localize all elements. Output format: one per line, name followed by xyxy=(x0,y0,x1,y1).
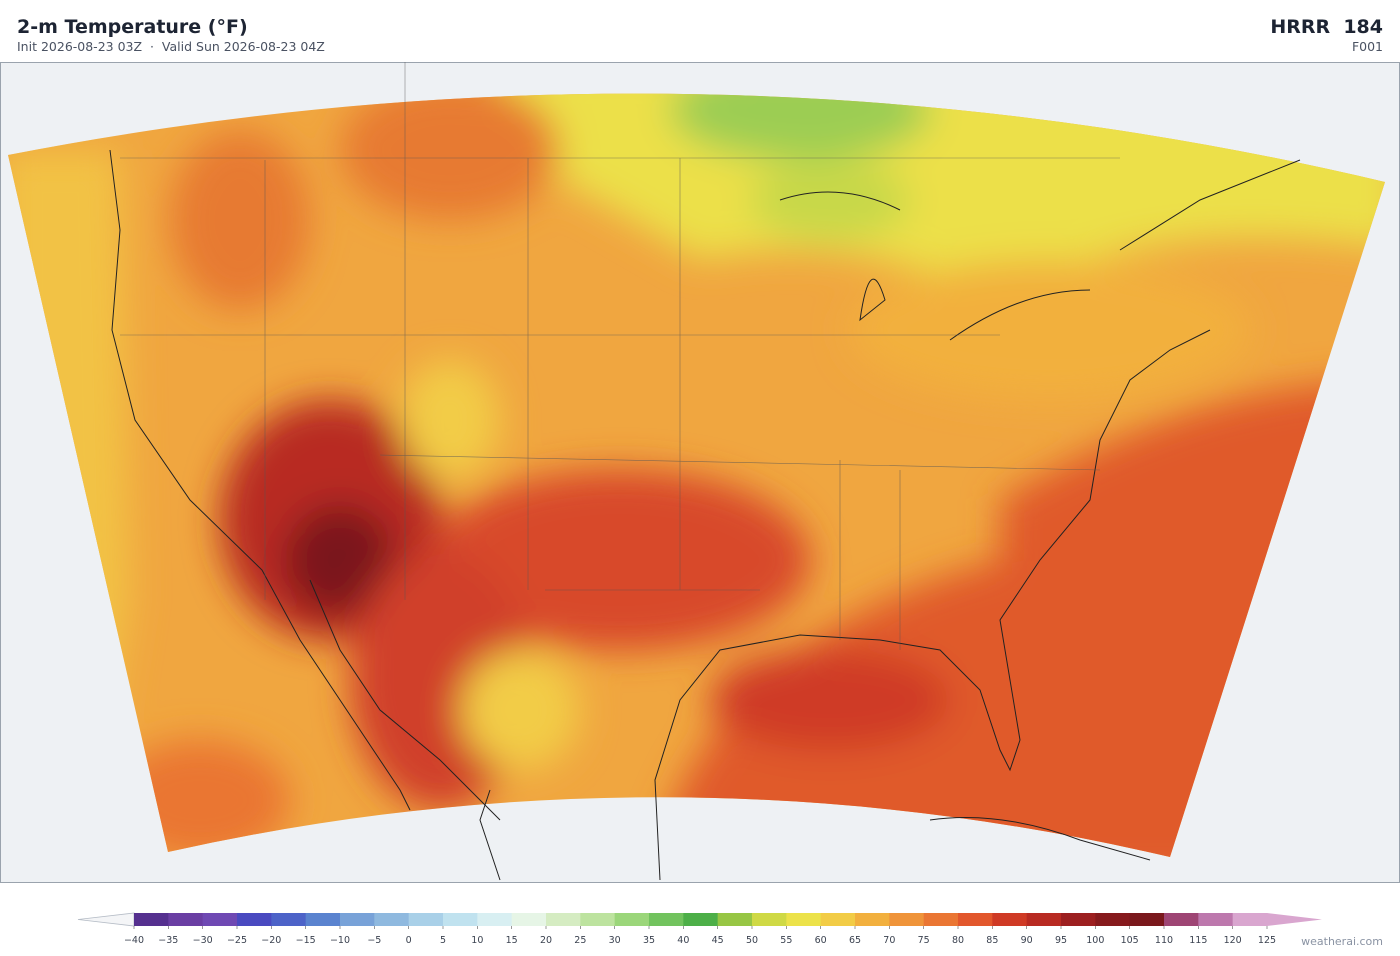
colorbar-segment xyxy=(305,913,341,926)
colorbar-segment xyxy=(992,913,1028,926)
colorbar-segment xyxy=(820,913,856,926)
colorbar-tick-label: 45 xyxy=(712,935,724,946)
colorbar-tick-label: 40 xyxy=(677,935,689,946)
colorbar-segment xyxy=(649,913,684,926)
colorbar-segment xyxy=(786,913,822,926)
colorbar-extend-high xyxy=(1267,913,1322,926)
colorbar-tick-label: 90 xyxy=(1021,935,1033,946)
colorbar-segment xyxy=(511,913,547,926)
colorbar-tick-label: −35 xyxy=(158,935,178,946)
colorbar-tick-label: −25 xyxy=(227,935,247,946)
colorbar-tick-label: 80 xyxy=(952,935,964,946)
colorbar-tick-label: 95 xyxy=(1055,935,1067,946)
colorbar-segment xyxy=(1129,913,1165,926)
colorbar-segment xyxy=(546,913,581,926)
colorbar: −40 −35 −30 −25 −20 −15 −10 −5 0 5 10 15 20 25 30 35 40 4… xyxy=(77,912,1322,946)
colorbar-segment xyxy=(580,913,616,926)
colorbar-tick-label: −40 xyxy=(124,935,144,946)
colorbar-segment xyxy=(1061,913,1096,926)
borders xyxy=(120,62,1120,650)
colorbar-tick-label: 5 xyxy=(440,935,446,946)
colorbar-tick-label: 105 xyxy=(1121,935,1139,946)
forecast-hour: F001 xyxy=(1351,39,1383,54)
colorbar-tick-label: 120 xyxy=(1224,935,1242,946)
colorbar-segment xyxy=(958,913,993,926)
colorbar-tick-label: 125 xyxy=(1258,935,1276,946)
colorbar-segment xyxy=(477,913,513,926)
colorbar-segment xyxy=(340,913,375,926)
map-title: 2-m Temperature (°F) xyxy=(17,16,248,38)
colorbar-tick-label: 25 xyxy=(574,935,586,946)
colorbar-segment xyxy=(1232,913,1268,926)
colorbar-tick-label: 115 xyxy=(1189,935,1207,946)
colorbar-extend-low xyxy=(77,912,135,927)
colorbar-tick-label: −30 xyxy=(193,935,213,946)
colorbar-segment xyxy=(443,913,478,926)
colorbar-tick-label: 10 xyxy=(471,935,483,946)
colorbar-tick-label: 100 xyxy=(1086,935,1104,946)
colorbar-tick-label: 20 xyxy=(540,935,552,946)
colorbar-segment xyxy=(271,913,307,926)
colorbar-tick-label: 85 xyxy=(986,935,998,946)
colorbar-segment xyxy=(683,913,719,926)
model-label: HRRR 184 xyxy=(1270,16,1383,38)
colorbar-segment xyxy=(717,913,753,926)
colorbar-tick-label: 30 xyxy=(609,935,621,946)
colorbar-tick-label: 0 xyxy=(406,935,412,946)
colorbar-segment xyxy=(752,913,787,926)
colorbar-tick-label: −15 xyxy=(296,935,316,946)
colorbar-tick-label: 15 xyxy=(506,935,518,946)
coastlines xyxy=(109,149,1301,881)
credit: weatherai.com xyxy=(1301,935,1383,948)
colorbar-segment xyxy=(168,913,204,926)
colorbar-tick-label: 55 xyxy=(780,935,792,946)
colorbar-segment xyxy=(889,913,925,926)
colorbar-segment xyxy=(855,913,890,926)
colorbar-segment xyxy=(408,913,444,926)
colorbar-segment xyxy=(134,913,169,926)
map-subtitle: Init 2026-08-23 03Z · Valid Sun 2026-08-… xyxy=(17,39,325,54)
colorbar-segment xyxy=(923,913,959,926)
colorbar-segment xyxy=(202,913,238,926)
colorbar-tick-label: 110 xyxy=(1155,935,1173,946)
colorbar-segment xyxy=(374,913,410,926)
colorbar-segment xyxy=(1026,913,1062,926)
colorbar-tick-label: 50 xyxy=(746,935,758,946)
colorbar-tick-label: 60 xyxy=(815,935,827,946)
colorbar-tick-label: 35 xyxy=(643,935,655,946)
colorbar-tick-label: 75 xyxy=(918,935,930,946)
temperature-field xyxy=(8,93,1385,858)
colorbar-tick-label: −10 xyxy=(330,935,350,946)
colorbar-tick-label: −20 xyxy=(261,935,281,946)
colorbar-segment xyxy=(614,913,650,926)
colorbar-tick-label: −5 xyxy=(367,935,381,946)
colorbar-tick-label: 65 xyxy=(849,935,861,946)
colorbar-tick-label: 70 xyxy=(883,935,895,946)
colorbar-segment xyxy=(237,913,272,926)
colorbar-segment xyxy=(1198,913,1234,926)
colorbar-segment xyxy=(1095,913,1131,926)
colorbar-segment xyxy=(1164,913,1199,926)
